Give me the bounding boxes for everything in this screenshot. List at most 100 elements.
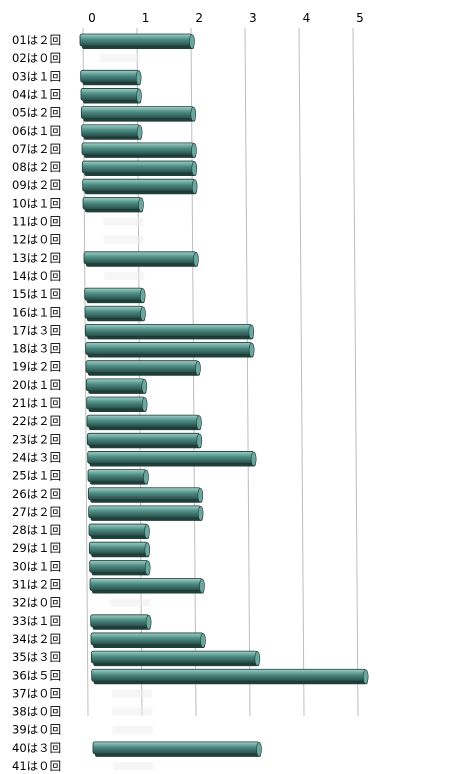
bar-cap bbox=[191, 179, 198, 194]
category-label: 04は１回 bbox=[12, 87, 61, 101]
category-label: 37は０回 bbox=[12, 686, 61, 700]
bar-ghost bbox=[112, 707, 153, 716]
category-label: 32は０回 bbox=[12, 596, 61, 610]
bar bbox=[82, 178, 198, 195]
category-label: 38は０回 bbox=[12, 705, 61, 719]
bar-face bbox=[86, 396, 146, 410]
category-label: 41は０回 bbox=[12, 759, 61, 773]
x-tick-labels: 0 1 2 3 4 5 bbox=[88, 11, 364, 25]
category-label: 40は３回 bbox=[12, 741, 61, 755]
bar-face bbox=[88, 541, 148, 555]
category-label: 39は０回 bbox=[12, 723, 61, 737]
category-label: 08は２回 bbox=[12, 160, 61, 174]
category-label: 09は２回 bbox=[12, 178, 61, 192]
bar-face bbox=[85, 342, 253, 355]
bar bbox=[83, 251, 199, 267]
x-tick-label: 4 bbox=[303, 11, 311, 25]
gridline-4 bbox=[298, 27, 305, 717]
category-label: 26は２回 bbox=[12, 487, 61, 501]
bar-cap bbox=[141, 397, 148, 412]
bar-face bbox=[85, 378, 145, 392]
bar-face bbox=[89, 559, 149, 573]
bar-ghost bbox=[110, 598, 151, 607]
bar bbox=[87, 487, 204, 503]
bar-face bbox=[80, 88, 140, 101]
bar-cap bbox=[144, 560, 151, 576]
bar-face bbox=[80, 106, 194, 119]
bar-cap bbox=[248, 342, 255, 358]
bar-face bbox=[89, 578, 203, 591]
bar-ghost bbox=[112, 689, 152, 698]
bar-face bbox=[90, 650, 258, 664]
bar bbox=[84, 305, 146, 322]
category-label: 10は１回 bbox=[12, 196, 61, 210]
bar bbox=[88, 523, 150, 540]
bar bbox=[81, 124, 143, 140]
bar-face bbox=[85, 360, 199, 374]
bar bbox=[84, 323, 255, 340]
bar-cap bbox=[190, 106, 197, 122]
category-label: 13は２回 bbox=[12, 251, 61, 265]
category-label: 21は１回 bbox=[12, 396, 61, 410]
bar-cap bbox=[196, 415, 202, 430]
x-tick-label: 5 bbox=[356, 11, 364, 25]
bar bbox=[80, 106, 197, 122]
category-label: 36は５回 bbox=[12, 668, 61, 682]
bar-cap bbox=[139, 288, 146, 303]
bar bbox=[82, 196, 144, 213]
bar-cap bbox=[191, 161, 198, 176]
bar bbox=[87, 469, 149, 485]
bar bbox=[90, 650, 261, 667]
bar-face bbox=[84, 287, 144, 301]
category-label: 23は２回 bbox=[12, 432, 61, 446]
category-label: 19は２回 bbox=[12, 360, 61, 374]
bar bbox=[85, 360, 201, 376]
bar-ghost bbox=[100, 54, 141, 63]
bar-face bbox=[86, 432, 200, 446]
bar-cap bbox=[136, 88, 142, 104]
bar bbox=[90, 614, 152, 630]
bar bbox=[89, 578, 205, 594]
x-tick-label: 2 bbox=[195, 11, 203, 25]
bar bbox=[80, 69, 142, 86]
gridline-5 bbox=[352, 27, 359, 717]
bar-cap bbox=[189, 34, 195, 49]
category-label: 30は１回 bbox=[12, 559, 61, 573]
category-label: 05は２回 bbox=[12, 106, 61, 120]
bar-face bbox=[80, 69, 140, 83]
category-label: 35は３回 bbox=[12, 650, 61, 664]
bar-cap bbox=[138, 197, 144, 213]
bar-cap bbox=[256, 742, 262, 757]
bar-cap bbox=[140, 306, 146, 322]
bar-face bbox=[92, 741, 260, 755]
bar-ghost bbox=[103, 217, 144, 226]
category-label: 18は３回 bbox=[12, 342, 61, 356]
category-label: 15は１回 bbox=[12, 287, 61, 301]
bar bbox=[79, 33, 195, 49]
bar-face bbox=[82, 196, 142, 210]
bar-cap bbox=[250, 451, 257, 467]
bar-cap bbox=[141, 379, 148, 394]
bar-face bbox=[81, 124, 141, 138]
bar-cap bbox=[197, 487, 204, 503]
category-label: 24は３回 bbox=[12, 450, 61, 464]
bar bbox=[86, 396, 148, 412]
bar-cap bbox=[197, 506, 204, 521]
category-label: 29は１回 bbox=[12, 541, 61, 555]
category-label: 14は０回 bbox=[12, 269, 61, 283]
bar-ghost bbox=[103, 235, 144, 244]
bar-face bbox=[91, 668, 367, 682]
bar bbox=[90, 632, 206, 648]
bar-face bbox=[81, 142, 195, 156]
bar bbox=[87, 451, 257, 467]
bar-face bbox=[83, 251, 197, 265]
bar-cap bbox=[248, 324, 255, 340]
category-label: 27は２回 bbox=[12, 505, 61, 519]
bar bbox=[86, 414, 202, 431]
bar-cap bbox=[144, 542, 151, 558]
x-tick-label: 3 bbox=[249, 11, 257, 25]
bar-cap bbox=[200, 633, 206, 648]
category-label: 20は１回 bbox=[12, 378, 61, 392]
bar-cap bbox=[191, 143, 197, 158]
